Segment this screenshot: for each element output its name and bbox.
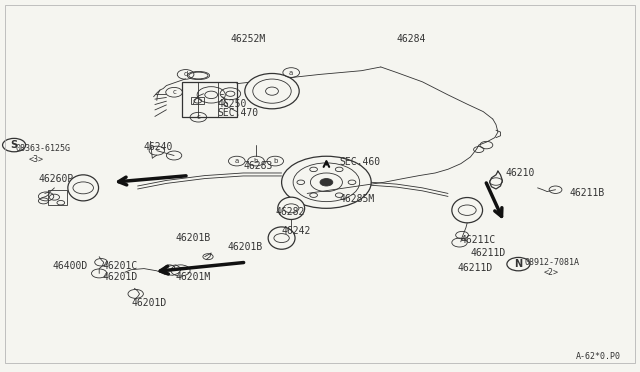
Circle shape xyxy=(320,179,333,186)
Text: S: S xyxy=(10,140,18,150)
Text: 46400D: 46400D xyxy=(52,261,88,271)
Text: <2>: <2> xyxy=(544,268,559,277)
Ellipse shape xyxy=(268,227,295,249)
Text: 08363-6125G: 08363-6125G xyxy=(16,144,71,153)
Text: a: a xyxy=(289,70,293,76)
Text: A-62*0.P0: A-62*0.P0 xyxy=(576,352,621,361)
Text: 46211D: 46211D xyxy=(458,263,493,273)
Text: 46211C: 46211C xyxy=(461,235,496,245)
Text: 46250: 46250 xyxy=(218,99,247,109)
Text: 46210: 46210 xyxy=(506,168,535,178)
Text: 46201D: 46201D xyxy=(131,298,166,308)
Text: 46201B: 46201B xyxy=(227,243,262,252)
Ellipse shape xyxy=(452,198,483,223)
Bar xyxy=(48,190,67,205)
Text: 46284: 46284 xyxy=(397,34,426,44)
Bar xyxy=(182,82,237,117)
Text: d: d xyxy=(184,71,188,77)
Text: 46211B: 46211B xyxy=(570,189,605,198)
Text: 46240: 46240 xyxy=(144,142,173,152)
Text: c: c xyxy=(196,114,200,120)
Ellipse shape xyxy=(244,74,300,109)
Text: 46211D: 46211D xyxy=(470,248,506,258)
Text: 46201M: 46201M xyxy=(176,272,211,282)
Text: c: c xyxy=(172,89,176,95)
Text: N: N xyxy=(515,259,522,269)
Text: 46283: 46283 xyxy=(243,161,273,170)
Text: 46242: 46242 xyxy=(282,226,311,235)
Text: 08912-7081A: 08912-7081A xyxy=(525,258,580,267)
Text: 46201D: 46201D xyxy=(102,272,138,282)
Text: 46282: 46282 xyxy=(275,207,305,217)
Ellipse shape xyxy=(278,197,305,219)
Text: 46201B: 46201B xyxy=(176,233,211,243)
Text: <3>: <3> xyxy=(29,155,44,164)
Text: b: b xyxy=(273,158,277,164)
Text: a: a xyxy=(235,158,239,164)
Text: 46201C: 46201C xyxy=(102,261,138,271)
Ellipse shape xyxy=(68,175,99,201)
Text: 46260P: 46260P xyxy=(38,174,74,183)
Text: 46285M: 46285M xyxy=(339,194,374,204)
Text: SEC.460: SEC.460 xyxy=(339,157,380,167)
Text: b: b xyxy=(254,158,258,164)
Text: 46252M: 46252M xyxy=(230,34,266,44)
Bar xyxy=(191,97,204,104)
Ellipse shape xyxy=(188,71,210,80)
Text: SEC.470: SEC.470 xyxy=(218,109,259,118)
